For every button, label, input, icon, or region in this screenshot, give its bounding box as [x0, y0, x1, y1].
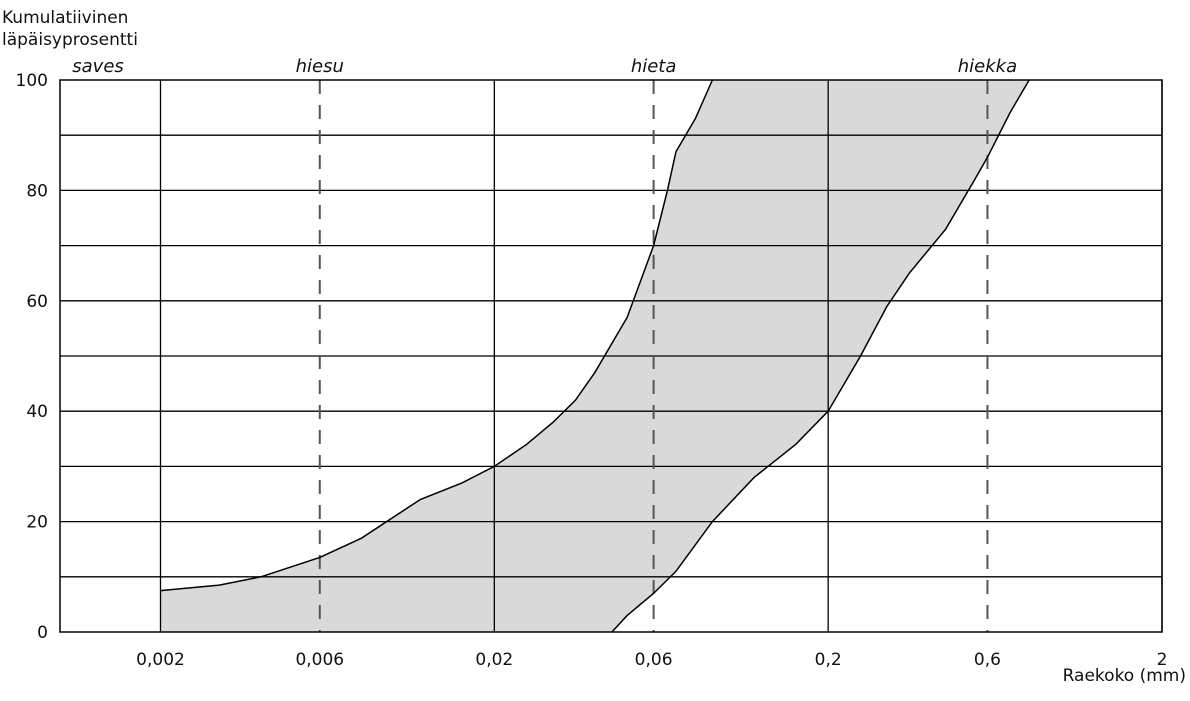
zone-label-hieta: hieta — [631, 56, 677, 77]
plot-frame — [59, 79, 1163, 633]
zone-label-hiekka: hiekka — [958, 56, 1017, 77]
x-tick-label-0,6: 0,6 — [974, 650, 1001, 670]
y-tick-label-0: 0 — [37, 623, 48, 643]
y-tick-label-60: 60 — [26, 292, 48, 312]
coarse-boundary-curve — [611, 79, 1030, 633]
zone-label-saves: saves — [72, 56, 124, 77]
x-tick-label-0,002: 0,002 — [136, 650, 185, 670]
x-tick-label-0,2: 0,2 — [815, 650, 842, 670]
fine-boundary-curve — [160, 79, 714, 592]
x-tick-label-0,02: 0,02 — [475, 650, 513, 670]
y-tick-label-80: 80 — [26, 181, 48, 201]
x-tick-label-2: 2 — [1157, 650, 1168, 670]
x-tick-label-0,06: 0,06 — [635, 650, 673, 670]
y-tick-label-20: 20 — [26, 513, 48, 533]
y-tick-label-40: 40 — [26, 402, 48, 422]
x-tick-label-0,006: 0,006 — [295, 650, 344, 670]
x-axis-label: Raekoko (mm) — [1062, 666, 1186, 686]
y-axis-label-line-2: läpäisyprosentti — [2, 30, 138, 50]
y-axis-label-line-1: Kumulatiivinen — [2, 8, 129, 28]
grading-band — [160, 80, 1030, 632]
zone-label-hiesu: hiesu — [296, 56, 344, 77]
y-tick-label-100: 100 — [16, 71, 48, 91]
